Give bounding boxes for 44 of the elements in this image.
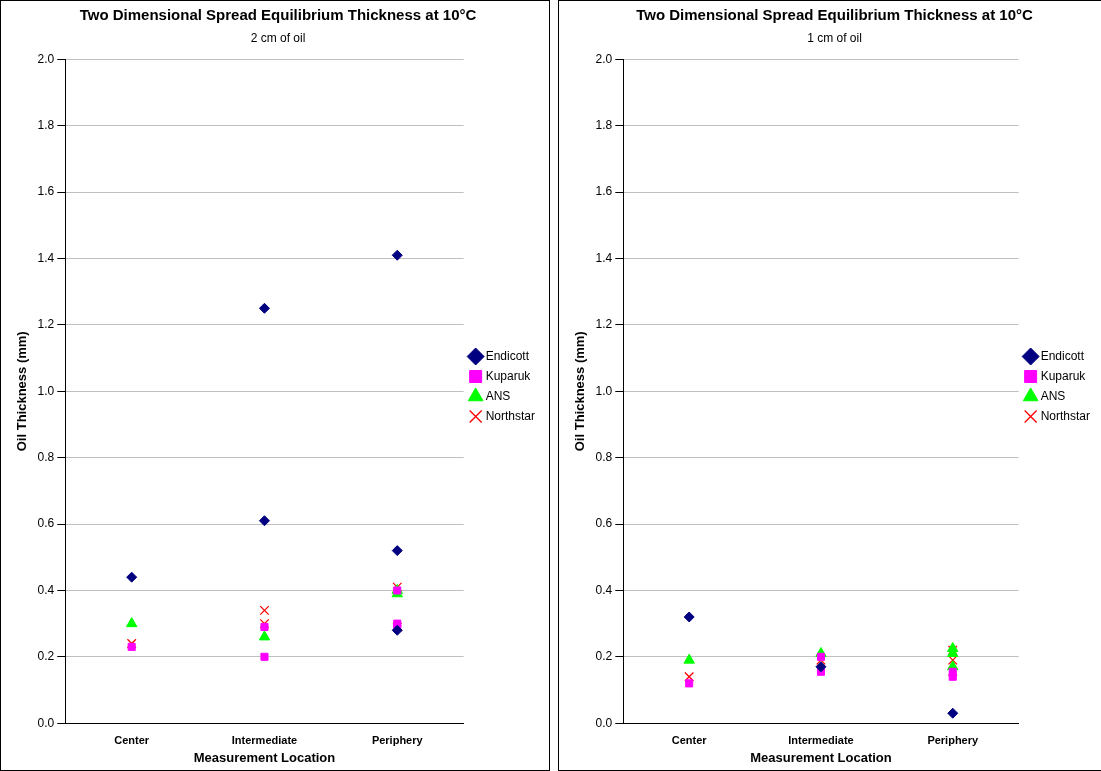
x-axis-title: Measurement Location xyxy=(193,749,336,765)
y-tick-label: 2.0 xyxy=(37,51,55,66)
y-tick-label: 1.2 xyxy=(37,317,55,332)
y-tick-label: 1.8 xyxy=(595,118,613,133)
x-tick-label: Periphery xyxy=(927,733,980,746)
chart-subtitle: 2 cm of oil xyxy=(250,30,306,45)
y-tick-label: 1.6 xyxy=(595,184,613,199)
y-tick-label: 1.6 xyxy=(37,184,55,199)
x-tick-label: Center xyxy=(114,733,150,746)
legend-label: Kuparuk xyxy=(485,368,532,383)
y-tick-label: 1.4 xyxy=(37,250,55,265)
chart-subtitle: 1 cm of oil xyxy=(807,30,862,45)
y-tick-label: 0.6 xyxy=(595,516,613,531)
legend-label: Kuparuk xyxy=(1040,368,1087,383)
y-tick-label: 0.8 xyxy=(595,449,613,464)
y-tick-label: 1.4 xyxy=(595,250,613,265)
x-axis-title: Measurement Location xyxy=(750,749,892,765)
x-tick-label: Intermediate xyxy=(231,733,298,746)
y-tick-label: 0.4 xyxy=(37,582,55,597)
y-tick-label: 1.2 xyxy=(595,317,613,332)
x-tick-label: Center xyxy=(671,733,708,746)
legend-label: Endicott xyxy=(1040,348,1085,363)
x-tick-label: Intermediate xyxy=(788,733,854,746)
y-tick-label: 1.0 xyxy=(595,383,613,398)
legend-label: Northstar xyxy=(485,408,536,423)
y-tick-label: 2.0 xyxy=(595,51,613,66)
chart-title: Two Dimensional Spread Equilibrium Thickness at 10°C xyxy=(79,6,477,24)
y-tick-label: 0.8 xyxy=(37,449,55,464)
y-tick-label: 0.0 xyxy=(37,715,55,730)
legend-label: Northstar xyxy=(1040,408,1091,423)
y-tick-label: 1.8 xyxy=(37,118,55,133)
y-tick-label: 0.0 xyxy=(595,715,613,730)
y-tick-label: 0.6 xyxy=(37,516,55,531)
y-axis-title: Oil Thickness (mm) xyxy=(14,331,30,452)
y-tick-label: 0.2 xyxy=(37,649,55,664)
y-tick-label: 1.0 xyxy=(37,383,55,398)
chart-title: Two Dimensional Spread Equilibrium Thickness at 10°C xyxy=(636,6,1033,24)
legend-label: Endicott xyxy=(485,348,530,363)
y-tick-label: 0.2 xyxy=(595,649,613,664)
x-tick-label: Periphery xyxy=(371,733,424,746)
legend-label: ANS xyxy=(1040,388,1066,403)
legend-label: ANS xyxy=(485,388,511,403)
y-axis-title: Oil Thickness (mm) xyxy=(572,331,588,452)
y-tick-label: 0.4 xyxy=(595,582,613,597)
